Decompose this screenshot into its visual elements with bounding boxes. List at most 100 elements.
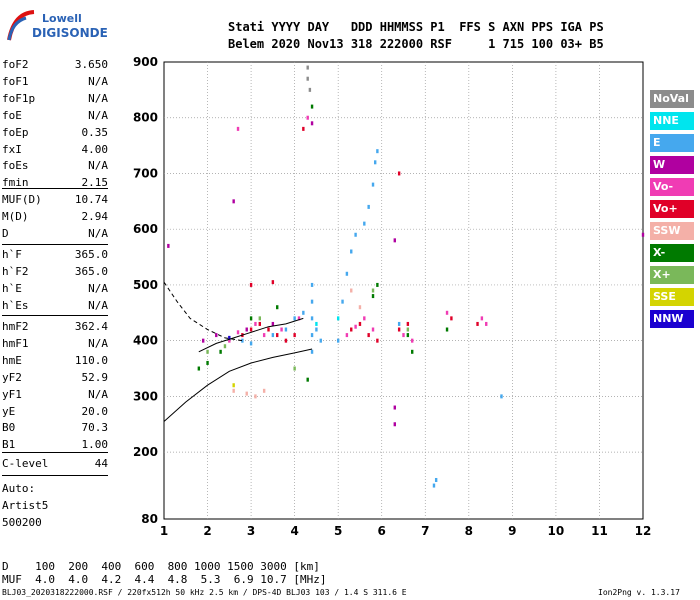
- param-row-clevel: C-level 44: [2, 457, 108, 473]
- echo-point-w: [271, 321, 275, 326]
- param-value: 70.3: [81, 421, 109, 435]
- echo-point-e: [319, 338, 322, 343]
- auto-scaling-info: Auto:: [2, 482, 36, 495]
- param-row-foep: foEp 0.35: [2, 126, 108, 142]
- digisonde-logo: Lowell DIGISONDE: [4, 8, 154, 48]
- param-row-d: D N/A: [2, 227, 108, 243]
- echo-point-ssw: [254, 394, 257, 399]
- param-label: fxI: [2, 142, 22, 156]
- param-label: foE: [2, 108, 22, 122]
- echo-point-ssw: [358, 305, 362, 310]
- echo-point-e: [341, 299, 344, 304]
- echo-point-e: [432, 483, 436, 488]
- echo-point-e: [367, 204, 370, 209]
- auto-scaling-info: Artist5: [2, 499, 49, 512]
- echo-point-e: [363, 221, 366, 226]
- logo-mark-icon: [7, 10, 35, 41]
- echo-point-e: [241, 338, 244, 343]
- echo-point-vo: [445, 310, 449, 315]
- param-value: 365.0: [74, 248, 108, 261]
- x-tick-label: 10: [548, 524, 565, 538]
- echo-point-w: [393, 405, 396, 410]
- legend-item-sse: SSE: [650, 288, 694, 306]
- param-label: D: [2, 226, 9, 240]
- echo-point-noval: [308, 87, 312, 92]
- param-label: fmin: [2, 176, 29, 190]
- echo-point-x: [406, 327, 410, 332]
- echo-point-x: [310, 104, 314, 109]
- echo-point-vo: [262, 333, 266, 338]
- param-value: 4.00: [81, 142, 109, 156]
- echo-point-vo: [271, 280, 275, 285]
- echo-point-x: [411, 349, 414, 354]
- x-tick-label: 9: [508, 524, 516, 538]
- param-row-he: h`E N/A: [2, 282, 108, 298]
- plot-frame: [163, 61, 644, 520]
- echo-point-w: [641, 232, 645, 237]
- legend-item-e: E: [650, 134, 694, 152]
- echo-point-ssw: [245, 391, 248, 396]
- echo-point-sse: [232, 383, 235, 388]
- param-value: N/A: [88, 387, 108, 401]
- logo-text-digisonde: DIGISONDE: [32, 26, 108, 40]
- param-label: hmF1: [2, 336, 29, 350]
- legend-item-x: X+: [650, 266, 694, 284]
- echo-point-x: [197, 366, 201, 371]
- param-label: yF1: [2, 387, 22, 401]
- echo-point-w: [232, 199, 235, 204]
- legend-item-nnw: NNW: [650, 310, 694, 328]
- y-tick-label: 800: [133, 111, 158, 125]
- param-label: C-level: [2, 457, 49, 470]
- echo-point-vo: [350, 327, 353, 332]
- param-row-mufd: MUF(D) 10.74: [2, 193, 108, 209]
- echo-point-x: [376, 282, 379, 287]
- echo-point-x: [223, 344, 227, 349]
- echo-point-vo: [306, 115, 309, 120]
- echo-point-vo: [276, 333, 279, 338]
- echo-point-w: [167, 243, 170, 248]
- param-value: N/A: [88, 226, 108, 240]
- echo-point-ssw: [262, 388, 266, 393]
- echo-point-vo: [284, 338, 288, 343]
- param-value: 365.0: [74, 264, 108, 278]
- param-label: h`F: [2, 248, 22, 261]
- param-row-fof2: foF2 3.650: [2, 58, 108, 74]
- param-row-foe: foE N/A: [2, 109, 108, 125]
- param-value: 362.4: [74, 320, 108, 333]
- param-value: 0.35: [81, 125, 109, 139]
- echo-point-vo: [406, 321, 410, 326]
- echo-point-x: [276, 305, 279, 310]
- param-value: 52.9: [81, 370, 109, 384]
- echo-point-x: [306, 377, 309, 382]
- param-value: 10.74: [74, 193, 108, 206]
- echo-point-x: [293, 366, 296, 371]
- x-tick-label: 8: [465, 524, 473, 538]
- param-divider: [2, 244, 108, 245]
- param-label: foF1p: [2, 91, 36, 105]
- echo-point-vo: [345, 333, 349, 338]
- echo-point-e: [293, 316, 296, 321]
- x-tick-label: 12: [635, 524, 652, 538]
- param-row-hmf1: hmF1 N/A: [2, 337, 108, 353]
- legend-item-vo: Vo+: [650, 200, 694, 218]
- param-value: 110.0: [74, 353, 108, 367]
- echo-point-x: [371, 288, 375, 293]
- param-value: N/A: [88, 74, 108, 88]
- param-label: yE: [2, 404, 16, 418]
- y-tick-label: 600: [133, 222, 158, 236]
- profile-curve-solid: [163, 348, 313, 422]
- echo-point-e: [371, 182, 375, 187]
- echo-point-e: [354, 232, 357, 237]
- echo-point-w: [310, 121, 314, 126]
- echo-point-ssw: [350, 288, 353, 293]
- param-value: 44: [94, 457, 108, 470]
- echo-point-e: [310, 333, 314, 338]
- echo-point-x: [445, 327, 449, 332]
- echo-point-vo: [371, 327, 375, 332]
- x-tick-label: 7: [421, 524, 429, 538]
- echo-point-vo: [397, 327, 401, 332]
- param-row-fxi: fxI 4.00: [2, 143, 108, 159]
- param-divider: [2, 475, 108, 476]
- footer-version: Ion2Png v. 1.3.17: [598, 588, 680, 597]
